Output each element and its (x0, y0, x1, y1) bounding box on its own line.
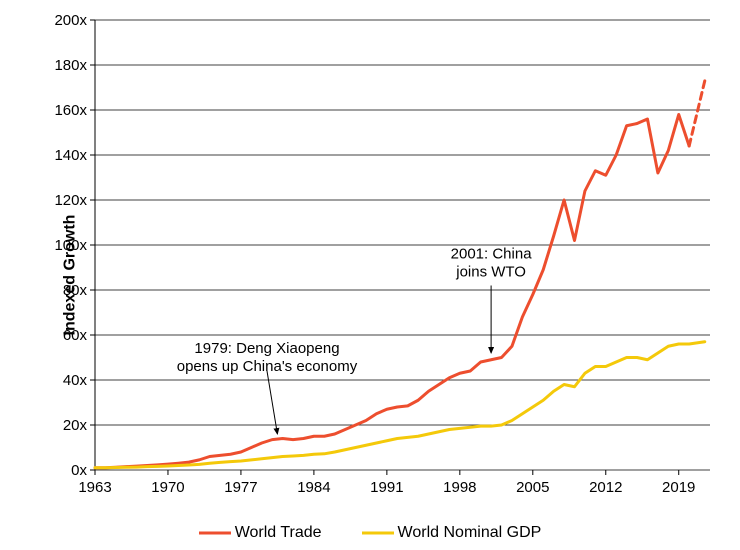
y-axis-label: Indexed Growth (61, 215, 79, 336)
legend-label: World Trade (235, 524, 322, 542)
x-tick-label: 1984 (297, 479, 330, 496)
series-line (95, 115, 689, 468)
legend-item: World Trade (199, 524, 322, 542)
annotation-text: joins WTO (455, 264, 526, 281)
y-tick-label: 40x (63, 372, 88, 389)
x-tick-label: 1998 (443, 479, 476, 496)
annotation-text: 2001: China (451, 246, 533, 263)
legend-swatch (199, 525, 231, 541)
legend: World Trade World Nominal GDP (0, 524, 740, 542)
y-tick-label: 140x (54, 147, 87, 164)
series-line-dashed (689, 81, 705, 146)
x-tick-label: 1977 (224, 479, 257, 496)
x-tick-label: 2005 (516, 479, 549, 496)
legend-item: World Nominal GDP (362, 524, 542, 542)
y-tick-label: 160x (54, 102, 87, 119)
annotation-arrow (267, 371, 277, 434)
y-tick-label: 0x (71, 462, 87, 479)
x-tick-label: 2019 (662, 479, 695, 496)
annotation-text: 1979: Deng Xiaopeng (194, 340, 339, 357)
y-tick-label: 20x (63, 417, 88, 434)
line-chart: Indexed Growth 0x20x40x60x80x100x120x140… (0, 0, 740, 550)
y-tick-label: 200x (54, 12, 87, 29)
x-tick-label: 2012 (589, 479, 622, 496)
y-tick-label: 180x (54, 57, 87, 74)
x-tick-label: 1970 (151, 479, 184, 496)
legend-swatch (362, 525, 394, 541)
x-tick-label: 1963 (78, 479, 111, 496)
legend-label: World Nominal GDP (398, 524, 542, 542)
chart-svg: 0x20x40x60x80x100x120x140x160x180x200x19… (0, 0, 740, 550)
y-tick-label: 120x (54, 192, 87, 209)
x-tick-label: 1991 (370, 479, 403, 496)
